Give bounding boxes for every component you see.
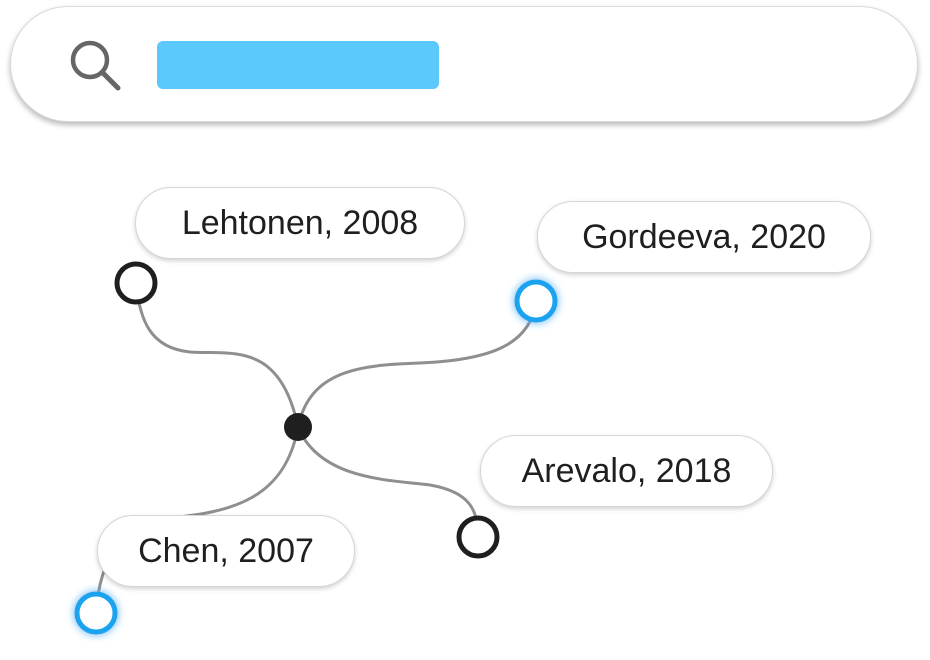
edge-gordeeva xyxy=(296,301,538,428)
search-bar[interactable] xyxy=(10,6,918,122)
node-lehtonen[interactable] xyxy=(114,261,158,305)
node-label-arevalo[interactable]: Arevalo, 2018 xyxy=(480,435,773,507)
center-node[interactable] xyxy=(284,413,312,441)
node-chen[interactable] xyxy=(74,591,118,635)
node-gordeeva[interactable] xyxy=(514,279,558,323)
node-label-lehtonen[interactable]: Lehtonen, 2008 xyxy=(135,187,465,259)
search-query-highlight[interactable] xyxy=(157,41,439,89)
node-label-gordeeva[interactable]: Gordeeva, 2020 xyxy=(537,201,871,273)
node-label-chen[interactable]: Chen, 2007 xyxy=(97,515,355,587)
edge-arevalo xyxy=(296,426,480,538)
search-icon[interactable] xyxy=(67,37,125,95)
edge-lehtonen xyxy=(134,283,300,428)
node-arevalo[interactable] xyxy=(456,515,500,559)
